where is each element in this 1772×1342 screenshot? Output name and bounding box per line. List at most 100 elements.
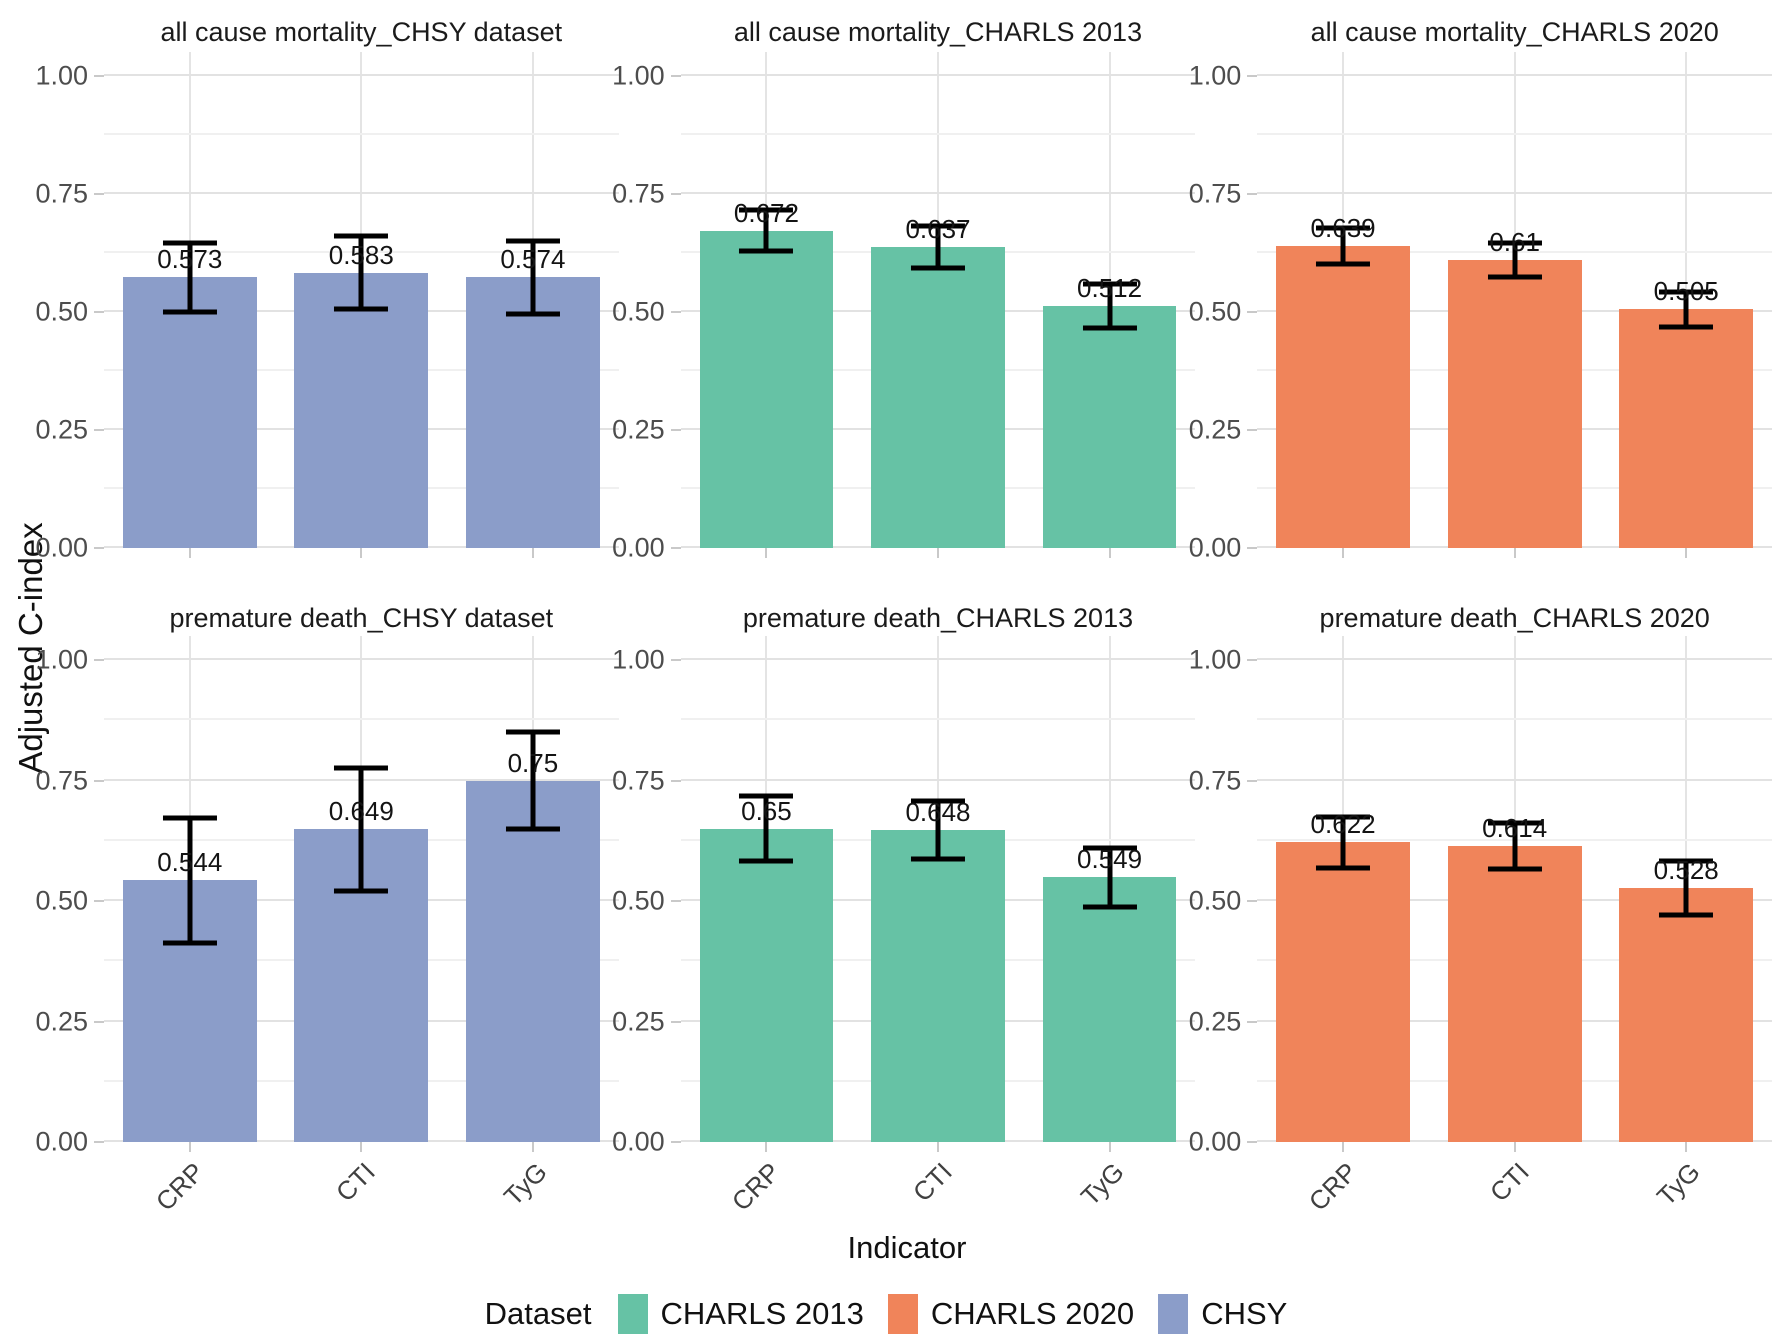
bar-value-label: 0.65 (741, 795, 792, 826)
x-tick-mark (1342, 548, 1345, 558)
bar-crp (699, 828, 834, 1142)
bar-value-label: 0.505 (1653, 276, 1719, 307)
bar-crp (1276, 246, 1410, 548)
x-category-label: TyG (1074, 1156, 1130, 1212)
error-bar (1683, 860, 1689, 915)
error-bar-cap-high (1659, 289, 1714, 294)
error-bar (530, 240, 536, 315)
error-bar-cap-low (162, 940, 217, 945)
gridline-minor (680, 132, 1196, 135)
gridline-major (1257, 778, 1772, 781)
error-bar-cap-high (334, 765, 389, 771)
y-tick-label: 0.25 (1188, 1006, 1242, 1037)
facet-title: premature death_CHSY dataset (169, 603, 554, 633)
y-tick-label: 1.00 (612, 60, 665, 91)
x-tick-mark (936, 548, 939, 558)
error-bar (187, 243, 193, 312)
error-bar (935, 800, 941, 859)
y-tick-mark (670, 310, 681, 313)
bar-cti (1447, 259, 1582, 548)
facet-grid: all cause mortality_CHSY dataset 0.00 0.25… (0, 8, 1772, 1226)
bar-value-label: 0.637 (905, 214, 971, 245)
x-tick-mark (765, 1142, 768, 1152)
y-tick-mark (1247, 74, 1258, 77)
y-tick-label: 0.25 (35, 414, 88, 445)
error-bar (935, 225, 941, 269)
y-tick-mark (670, 428, 681, 431)
legend-swatch (1158, 1294, 1189, 1334)
facet-title: premature death_CHARLS 2013 (742, 603, 1134, 633)
error-bar (358, 236, 364, 310)
error-bar (1683, 291, 1689, 328)
y-axis-ticks: 0.00 0.25 0.50 0.75 1.00 (35, 52, 104, 561)
x-tick-mark (1108, 1142, 1111, 1152)
legend-label: CHARLS 2013 (660, 1296, 864, 1331)
error-bar-cap-high (1487, 240, 1542, 246)
error-bar (187, 818, 193, 943)
y-tick-mark (94, 192, 104, 195)
error-bar-cap-low (162, 309, 217, 315)
y-tick-label: 0.75 (35, 765, 88, 796)
x-tick-mark (531, 1142, 534, 1152)
y-tick-label: 0.25 (612, 414, 665, 445)
bar-value-label: 0.549 (1077, 844, 1143, 875)
error-bar-cap-high (1316, 225, 1371, 231)
bar-crp (1276, 842, 1410, 1142)
error-bar-cap-high (334, 233, 389, 239)
error-bar (763, 209, 769, 252)
error-bar (530, 731, 536, 830)
y-tick-mark (1247, 547, 1258, 549)
error-bar (763, 796, 769, 862)
legend: Dataset CHARLS 2013 CHARLS 2020 CHSY (0, 1286, 1772, 1342)
error-bar-cap-low (505, 311, 560, 317)
y-tick-mark (94, 1020, 104, 1023)
bar-value-label: 0.61 (1489, 226, 1540, 257)
x-tick-mark (765, 548, 768, 558)
bar-crp (699, 230, 834, 548)
x-category-label: TyG (1651, 1156, 1707, 1212)
y-axis-ticks: 0.00 0.25 0.50 0.75 1.00 (612, 636, 681, 1155)
error-bar-cap-low (1659, 912, 1714, 918)
plot-panel: 0.639 0.61 0.505 (1257, 52, 1772, 548)
x-axis-labels: CRP CTI TyG (104, 1142, 619, 1226)
gridline-major (1257, 191, 1772, 194)
facet-panel-4: premature death_CHSY dataset 0.00 0.25 0.50… (35, 602, 619, 1226)
x-tick-mark (936, 1142, 939, 1152)
y-tick-label: 0.00 (1188, 532, 1242, 563)
legend-swatch (617, 1294, 648, 1334)
y-tick-label: 0.50 (35, 296, 88, 327)
y-tick-mark (94, 428, 104, 431)
y-tick-label: 0.50 (1188, 885, 1242, 916)
error-bar-cap-high (910, 223, 965, 229)
error-bar-cap-low (1659, 324, 1714, 330)
gridline-major (104, 73, 619, 76)
bar-crp (122, 277, 257, 548)
bar-value-label: 0.512 (1077, 273, 1143, 304)
error-bar (1512, 823, 1518, 870)
y-tick-label: 0.00 (35, 1126, 88, 1157)
y-tick-mark (1247, 1020, 1258, 1023)
y-tick-label: 0.25 (612, 1006, 665, 1037)
x-tick-mark (188, 548, 191, 558)
error-bar-cap-low (1082, 904, 1137, 910)
gridline-major (680, 658, 1196, 661)
y-tick-label: 0.50 (612, 296, 665, 327)
error-bar (1340, 228, 1346, 265)
y-tick-label: 1.00 (612, 644, 665, 675)
gridline-minor (1257, 132, 1772, 135)
y-tick-label: 0.00 (1188, 1126, 1242, 1157)
legend-item: CHARLS 2020 (887, 1294, 1134, 1334)
x-category-label: CTI (330, 1156, 382, 1208)
error-bar (1340, 817, 1346, 869)
y-tick-mark (670, 900, 681, 903)
y-tick-mark (670, 192, 681, 195)
plot-panel: 0.622 0.614 0.528 (1257, 636, 1772, 1142)
error-bar-cap-high (739, 207, 794, 213)
bar-value-label: 0.622 (1310, 809, 1376, 840)
bar-cti (1447, 846, 1582, 1142)
y-tick-label: 0.75 (612, 178, 665, 209)
y-tick-mark (670, 1141, 681, 1143)
bar-value-label: 0.639 (1310, 213, 1376, 244)
x-tick-mark (1513, 548, 1516, 558)
